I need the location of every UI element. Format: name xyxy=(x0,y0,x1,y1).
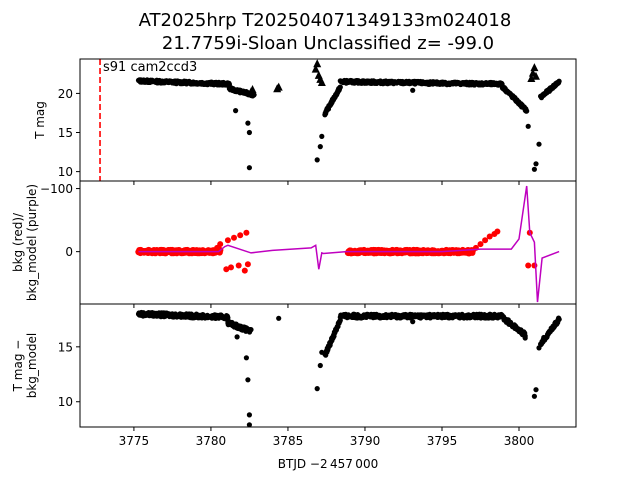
middle-data-point xyxy=(241,267,248,274)
y-tick-label: 15 xyxy=(58,340,73,354)
panel-bottom-frame xyxy=(79,303,577,428)
y-axis-label: bkg_model (purple) xyxy=(25,184,39,301)
bottom-data-point xyxy=(246,422,252,427)
panel-bottom-plot xyxy=(135,309,562,427)
bottom-data-point xyxy=(243,355,249,361)
top-data-point xyxy=(536,141,542,147)
bkg-model-line xyxy=(138,185,560,303)
middle-data-point xyxy=(243,229,250,236)
middle-data-point xyxy=(494,228,501,235)
top-upper-limit-marker xyxy=(317,77,326,86)
top-data-point xyxy=(319,133,325,139)
x-tick-label: 3785 xyxy=(273,434,304,448)
top-data-point xyxy=(525,123,531,129)
bottom-data-point xyxy=(276,315,282,321)
top-data-point xyxy=(524,108,530,114)
x-tick-label: 3775 xyxy=(119,434,150,448)
top-upper-limit-marker xyxy=(274,82,283,91)
middle-data-point xyxy=(482,237,489,244)
bottom-data-point xyxy=(317,362,323,369)
middle-data-point xyxy=(237,232,244,239)
bottom-data-point xyxy=(248,327,254,333)
bottom-data-point xyxy=(410,319,416,325)
y-axis-label: bkg (red)/ xyxy=(11,212,25,272)
top-data-point xyxy=(531,166,538,172)
top-upper-limit-marker xyxy=(530,63,539,72)
middle-data-point xyxy=(486,233,493,240)
y-tick-label: 10 xyxy=(58,165,73,179)
y-axis-label: T mag xyxy=(33,101,47,140)
title-line-1: AT2025hrp T202504071349133m024018 xyxy=(139,10,512,31)
top-data-point xyxy=(410,87,416,93)
x-tick-label: 3795 xyxy=(427,434,458,448)
top-data-point xyxy=(314,157,320,163)
bottom-data-point xyxy=(533,387,539,393)
top-data-point xyxy=(337,84,343,90)
bottom-data-point xyxy=(319,349,325,355)
y-axis-label: T mag − xyxy=(11,340,25,393)
middle-data-point xyxy=(231,234,237,241)
bottom-data-point xyxy=(531,393,538,399)
title-line-2: 21.7759i-Sloan Unclassified z= -99.0 xyxy=(162,33,494,54)
bottom-data-point xyxy=(536,345,542,351)
top-data-point xyxy=(317,144,323,150)
top-upper-limit-marker xyxy=(313,59,322,68)
y-tick-label: 0 xyxy=(65,245,73,259)
y-tick-label: 15 xyxy=(58,126,73,140)
annotation-text: s91 cam2ccd3 xyxy=(103,60,197,75)
x-axis-label: BTJD −2 457 000 xyxy=(278,457,378,471)
panel-middle-plot xyxy=(135,185,560,303)
top-upper-limit-marker xyxy=(311,64,320,73)
top-data-point xyxy=(246,129,252,136)
middle-data-point xyxy=(477,241,484,248)
x-tick-label: 3800 xyxy=(504,434,535,448)
top-upper-limit-marker xyxy=(248,85,257,93)
middle-data-point xyxy=(228,264,234,271)
top-data-point xyxy=(245,120,251,126)
top-upper-limit-marker xyxy=(531,71,540,80)
middle-data-point xyxy=(217,241,224,248)
bottom-data-point xyxy=(522,335,528,341)
middle-data-point xyxy=(224,237,231,244)
bottom-data-point xyxy=(556,316,562,322)
bottom-data-point xyxy=(234,334,240,340)
y-tick-label: 20 xyxy=(58,87,73,101)
middle-data-point xyxy=(531,262,538,269)
y-tick-label: −100 xyxy=(40,182,73,196)
middle-data-point xyxy=(525,262,532,269)
bottom-data-point xyxy=(246,412,252,418)
x-tick-label: 3780 xyxy=(196,434,227,448)
middle-data-point xyxy=(244,261,251,268)
middle-data-point xyxy=(223,266,230,273)
bottom-data-point xyxy=(245,377,251,383)
top-data-point xyxy=(533,161,539,167)
x-tick-label: 3790 xyxy=(350,434,381,448)
middle-data-point xyxy=(235,262,242,269)
bottom-data-point xyxy=(314,386,320,392)
top-data-point xyxy=(246,165,252,171)
top-upper-limit-marker xyxy=(527,74,536,83)
panel-top-plot xyxy=(99,59,562,181)
top-data-point xyxy=(233,108,239,114)
top-data-point xyxy=(556,78,562,84)
y-axis-label: bkg_model xyxy=(25,333,39,399)
y-tick-label: 10 xyxy=(58,395,73,409)
bottom-data-point xyxy=(225,315,231,321)
